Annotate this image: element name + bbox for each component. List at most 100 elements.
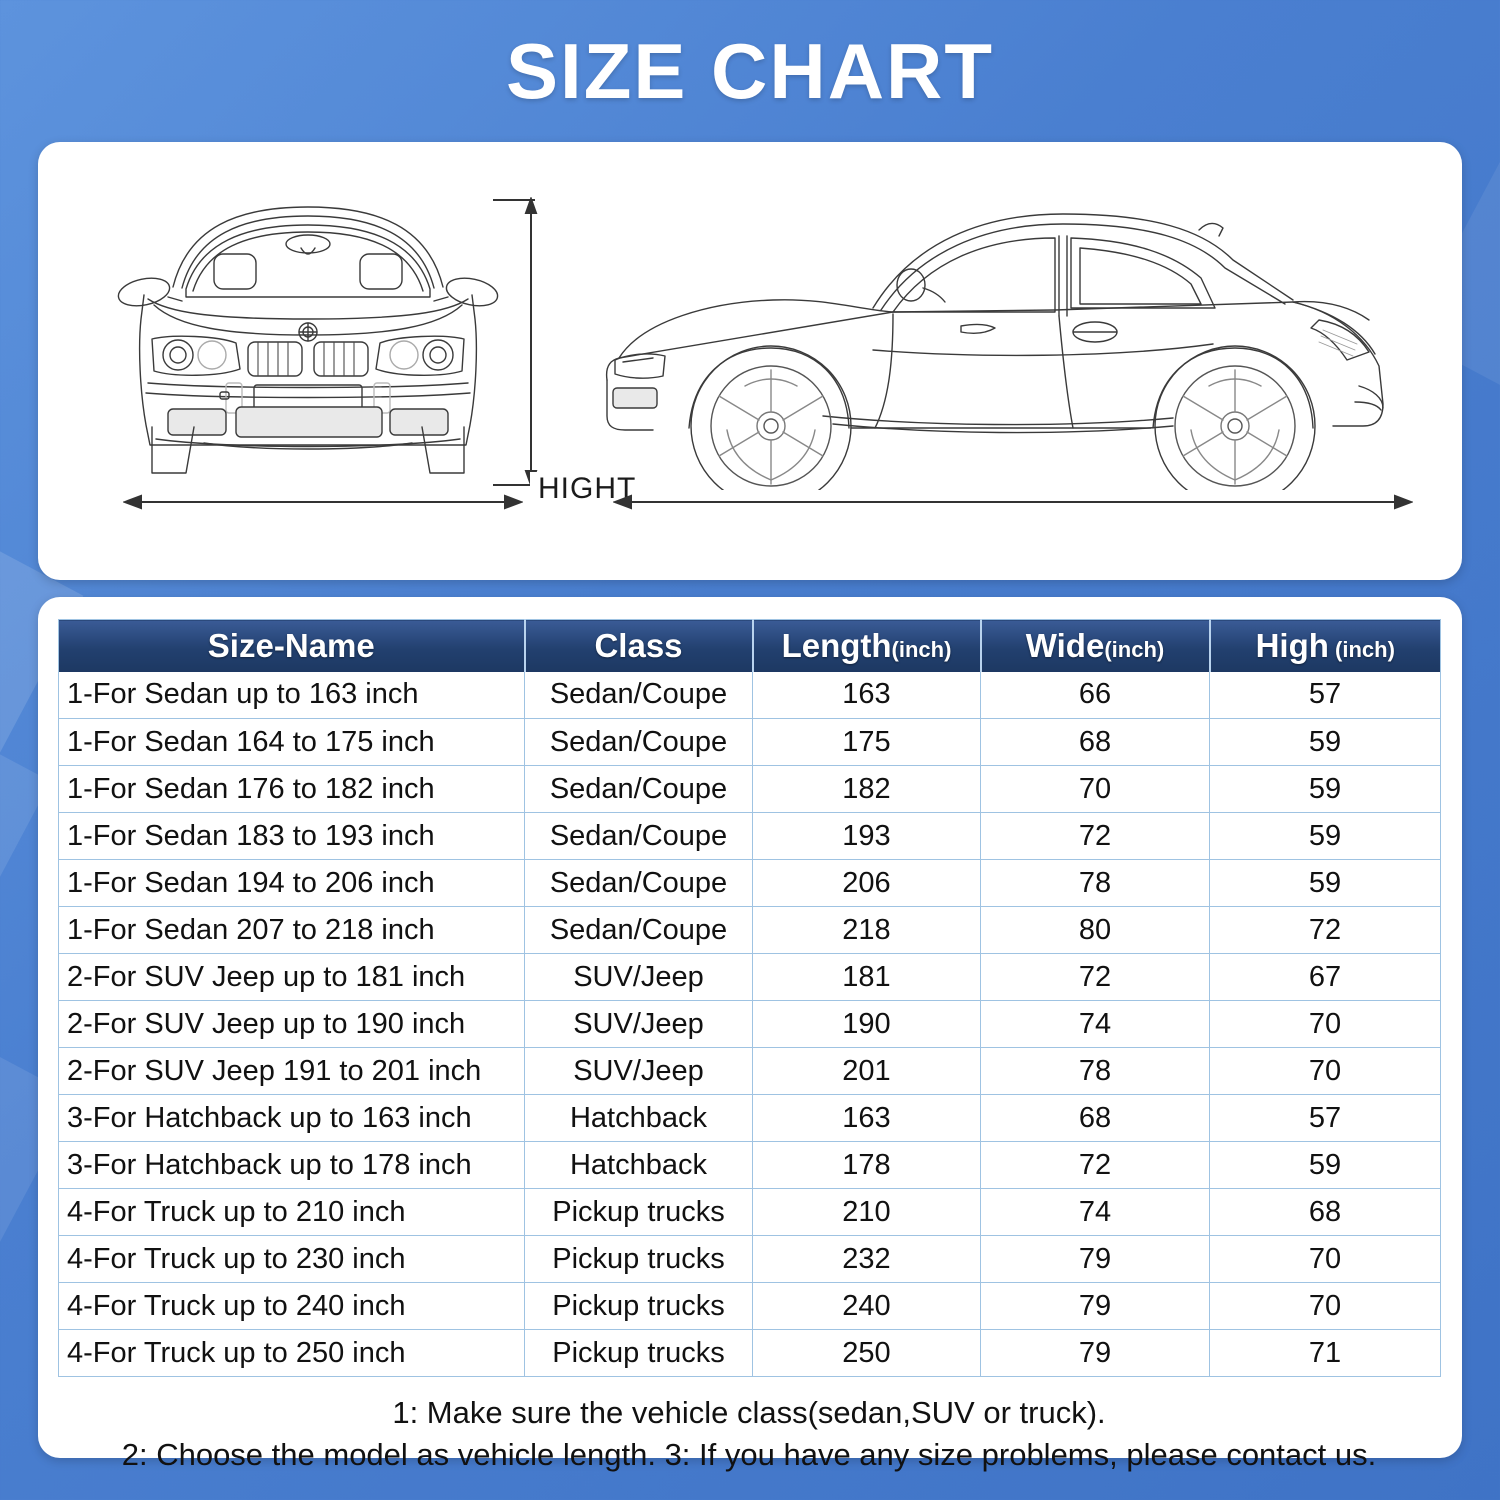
length-dimension-arrow-icon [613, 494, 1413, 510]
cell-size-name: 1-For Sedan up to 163 inch [58, 671, 525, 719]
cell-wide: 70 [980, 765, 1210, 813]
cell-size-name: 4-For Truck up to 240 inch [58, 1282, 525, 1330]
header-high-main: High [1255, 626, 1329, 664]
header-high: High (inch) [1209, 619, 1441, 672]
cell-wide: 78 [980, 1047, 1210, 1095]
cell-length: 181 [752, 953, 981, 1001]
cell-wide: 72 [980, 812, 1210, 860]
cell-length: 193 [752, 812, 981, 860]
cell-length: 182 [752, 765, 981, 813]
header-length: Length(inch) [752, 619, 982, 672]
cell-high: 70 [1209, 1235, 1441, 1283]
size-table-card: Size-Name Class Length(inch) Wide(inch) … [38, 597, 1462, 1472]
cell-wide: 74 [980, 1000, 1210, 1048]
header-size-name: Size-Name [58, 619, 526, 672]
cell-high: 70 [1209, 1282, 1441, 1330]
table-row: 2-For SUV Jeep up to 190 inch SUV/Jeep 190… [58, 1000, 1441, 1048]
table-row: 1-For Sedan 176 to 182 inch Sedan/Coupe 18… [58, 765, 1441, 813]
cell-high: 70 [1209, 1047, 1441, 1095]
cell-class: Pickup trucks [524, 1282, 753, 1330]
cell-wide: 66 [980, 671, 1210, 719]
cell-class: SUV/Jeep [524, 953, 753, 1001]
cell-wide: 68 [980, 718, 1210, 766]
table-row: 1-For Sedan 164 to 175 inch Sedan/Coupe 17… [58, 718, 1441, 766]
cell-class: Sedan/Coupe [524, 671, 753, 719]
note-line-1: 1: Make sure the vehicle class(sedan,SUV… [392, 1395, 1106, 1430]
cell-size-name: 4-For Truck up to 210 inch [58, 1188, 525, 1236]
cell-class: Sedan/Coupe [524, 906, 753, 954]
cell-class: Sedan/Coupe [524, 859, 753, 907]
cell-wide: 78 [980, 859, 1210, 907]
cell-class: SUV/Jeep [524, 1047, 753, 1095]
table-row: 1-For Sedan 194 to 206 inch Sedan/Coupe 20… [58, 859, 1441, 907]
wide-dimension-arrow-icon [123, 494, 523, 510]
cell-high: 59 [1209, 859, 1441, 907]
table-row: 3-For Hatchback up to 163 inch Hatchback 1… [58, 1094, 1441, 1142]
table-row: 3-For Hatchback up to 178 inch Hatchback 1… [58, 1141, 1441, 1189]
cell-high: 71 [1209, 1329, 1441, 1377]
cell-size-name: 1-For Sedan 176 to 182 inch [58, 765, 525, 813]
table-row: 2-For SUV Jeep up to 181 inch SUV/Jeep 181… [58, 953, 1441, 1001]
cell-length: 206 [752, 859, 981, 907]
cell-length: 232 [752, 1235, 981, 1283]
note-line-2: 2: Choose the model as vehicle length. 3… [121, 1436, 1377, 1472]
cell-length: 175 [752, 718, 981, 766]
cell-length: 201 [752, 1047, 981, 1095]
cell-length: 240 [752, 1282, 981, 1330]
cell-wide: 79 [980, 1329, 1210, 1377]
notes-block: 1: Make sure the vehicle class(sedan,SUV… [58, 1392, 1440, 1476]
cell-wide: 79 [980, 1282, 1210, 1330]
header-wide-unit: (inch) [1104, 636, 1165, 662]
cell-length: 218 [752, 906, 981, 954]
cell-length: 210 [752, 1188, 981, 1236]
header-length-unit: (inch) [891, 636, 952, 662]
height-dimension-arrow-icon [493, 197, 538, 488]
table-row: 1-For Sedan 207 to 218 inch Sedan/Coupe 21… [58, 906, 1441, 954]
cell-high: 68 [1209, 1188, 1441, 1236]
cell-class: Hatchback [524, 1094, 753, 1142]
cell-size-name: 2-For SUV Jeep 191 to 201 inch [58, 1047, 525, 1095]
cell-high: 72 [1209, 906, 1441, 954]
cell-class: SUV/Jeep [524, 1000, 753, 1048]
cell-high: 59 [1209, 812, 1441, 860]
cell-class: Sedan/Coupe [524, 765, 753, 813]
cell-size-name: 1-For Sedan 164 to 175 inch [58, 718, 525, 766]
header-wide: Wide(inch) [980, 619, 1211, 672]
cell-size-name: 4-For Truck up to 230 inch [58, 1235, 525, 1283]
cell-class: Pickup trucks [524, 1329, 753, 1377]
cell-high: 59 [1209, 1141, 1441, 1189]
table-row: 1-For Sedan up to 163 inch Sedan/Coupe 163… [58, 671, 1441, 719]
size-chart-table: Size-Name Class Length(inch) Wide(inch) … [58, 619, 1441, 1377]
cell-size-name: 1-For Sedan 194 to 206 inch [58, 859, 525, 907]
cell-wide: 74 [980, 1188, 1210, 1236]
table-row: 4-For Truck up to 210 inch Pickup trucks 2… [58, 1188, 1441, 1236]
cell-class: Pickup trucks [524, 1235, 753, 1283]
header-length-main: Length [781, 626, 892, 664]
cell-class: Sedan/Coupe [524, 718, 753, 766]
cell-size-name: 3-For Hatchback up to 163 inch [58, 1094, 525, 1142]
cell-length: 178 [752, 1141, 981, 1189]
cell-size-name: 2-For SUV Jeep up to 181 inch [58, 953, 525, 1001]
cell-length: 250 [752, 1329, 981, 1377]
cell-high: 67 [1209, 953, 1441, 1001]
diagram-card: HIGHT WIDE [38, 142, 1462, 668]
page-title: SIZE CHART [506, 27, 994, 115]
car-side-view-icon [605, 213, 1384, 490]
cell-high: 59 [1209, 718, 1441, 766]
header-wide-main: Wide [1025, 626, 1105, 664]
table-row: 4-For Truck up to 230 inch Pickup trucks 2… [58, 1235, 1441, 1283]
header-class: Class [524, 619, 754, 672]
cell-size-name: 3-For Hatchback up to 178 inch [58, 1141, 525, 1189]
cell-wide: 79 [980, 1235, 1210, 1283]
diagram-container: HIGHT WIDE [38, 142, 1462, 668]
table-row: 1-For Sedan 183 to 193 inch Sedan/Coupe 19… [58, 812, 1441, 860]
cell-size-name: 1-For Sedan 183 to 193 inch [58, 812, 525, 860]
cell-high: 57 [1209, 1094, 1441, 1142]
cell-high: 70 [1209, 1000, 1441, 1048]
cell-length: 163 [752, 671, 981, 719]
table-body: 1-For Sedan up to 163 inch Sedan/Coupe 163… [58, 671, 1441, 1377]
cell-wide: 68 [980, 1094, 1210, 1142]
table-row: 4-For Truck up to 240 inch Pickup trucks 2… [58, 1282, 1441, 1330]
cell-length: 190 [752, 1000, 981, 1048]
cell-length: 163 [752, 1094, 981, 1142]
